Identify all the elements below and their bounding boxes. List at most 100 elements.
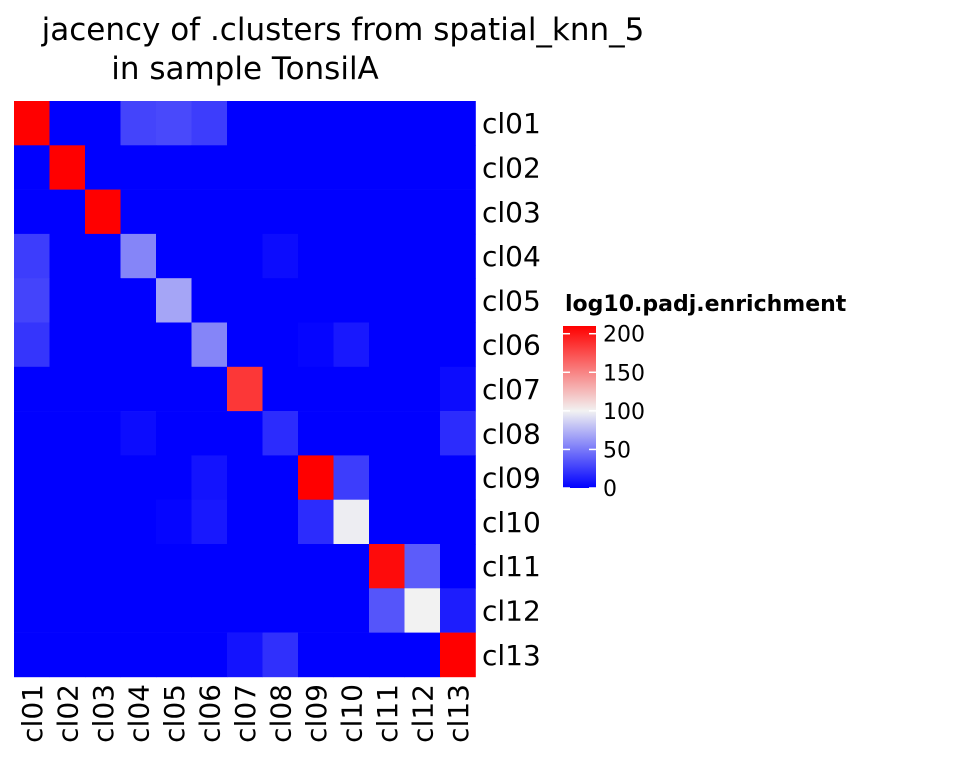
y-tick-label: cl07 — [482, 373, 541, 406]
heatmap-cell — [404, 322, 441, 368]
heatmap-cell — [156, 588, 192, 633]
heatmap-cell — [120, 455, 157, 500]
heatmap-cells — [14, 101, 476, 678]
y-tick-label: cl12 — [482, 594, 541, 627]
heatmap-cell — [440, 278, 476, 323]
heatmap-cell — [404, 233, 441, 279]
heatmap-cell — [369, 145, 405, 190]
heatmap-cell — [227, 233, 263, 279]
heatmap-cell — [49, 101, 86, 146]
heatmap-cell — [156, 455, 192, 500]
heatmap-cell — [440, 233, 476, 279]
heatmap-cell — [49, 588, 86, 633]
heatmap-cell — [333, 588, 370, 633]
heatmap-cell — [369, 189, 405, 235]
heatmap-cell — [49, 411, 86, 456]
heatmap-cell — [404, 499, 441, 545]
heatmap-cell — [227, 455, 263, 500]
chart-title: jacency of .clusters from spatial_knn_5 — [41, 12, 645, 48]
heatmap-cell — [404, 278, 441, 323]
heatmap-cell — [298, 101, 334, 146]
heatmap-cell — [49, 632, 86, 678]
heatmap-cell — [156, 632, 192, 678]
heatmap-cell — [191, 499, 228, 545]
heatmap-cell — [404, 189, 441, 235]
heatmap-cell — [191, 189, 228, 235]
heatmap-cell — [262, 233, 299, 279]
heatmap-cell — [369, 455, 405, 500]
heatmap-cell — [404, 544, 441, 589]
heatmap-cell — [369, 588, 405, 633]
heatmap-cell — [440, 411, 476, 456]
heatmap-cell — [120, 233, 157, 279]
heatmap-cell — [333, 322, 370, 368]
heatmap-cell — [85, 233, 121, 279]
heatmap-cell — [262, 145, 299, 190]
heatmap-cell — [120, 101, 157, 146]
legend-tick-label: 50 — [603, 438, 631, 463]
heatmap-cell — [227, 632, 263, 678]
x-tick-label: cl11 — [371, 684, 404, 743]
heatmap-cell — [14, 455, 50, 500]
heatmap-cell — [262, 322, 299, 368]
heatmap-cell — [191, 588, 228, 633]
heatmap-cell — [85, 366, 121, 412]
heatmap-cell — [440, 455, 476, 500]
heatmap-cell — [404, 366, 441, 412]
heatmap-cell — [156, 544, 192, 589]
heatmap-cell — [191, 233, 228, 279]
y-tick-label: cl10 — [482, 506, 541, 539]
heatmap-cell — [49, 366, 86, 412]
heatmap-cell — [298, 278, 334, 323]
heatmap-cell — [14, 411, 50, 456]
heatmap-cell — [156, 411, 192, 456]
legend-title: log10.padj.enrichment — [565, 292, 847, 317]
heatmap-cell — [14, 189, 50, 235]
heatmap-cell — [333, 499, 370, 545]
heatmap-cell — [404, 411, 441, 456]
x-tick-label: cl05 — [158, 684, 191, 743]
legend-tick-label: 0 — [603, 477, 617, 502]
heatmap-cell — [333, 455, 370, 500]
y-axis-ticks: cl01 cl02 cl03 cl04 cl05 cl06 cl07 cl08 cl09 cl10… — [482, 107, 541, 672]
x-tick-label: cl04 — [122, 684, 155, 743]
heatmap-cell — [120, 366, 157, 412]
heatmap-cell — [227, 366, 263, 412]
heatmap-cell — [262, 189, 299, 235]
heatmap-cell — [120, 544, 157, 589]
heatmap-cell — [49, 189, 86, 235]
y-tick-label: cl13 — [482, 639, 541, 672]
heatmap-cell — [333, 411, 370, 456]
heatmap-cell — [14, 499, 50, 545]
legend-ticks: 0 50 100 150 200 — [563, 323, 645, 502]
heatmap-cell — [227, 544, 263, 589]
heatmap-cell — [191, 455, 228, 500]
heatmap-cell — [369, 233, 405, 279]
heatmap-cell — [85, 499, 121, 545]
heatmap-cell — [49, 499, 86, 545]
legend-colorbar — [563, 326, 596, 488]
heatmap-cell — [191, 145, 228, 190]
x-axis-ticks: cl01 cl02 cl03 cl04 cl05 cl06 cl07 cl08 cl09 cl10… — [16, 684, 475, 743]
heatmap-cell — [262, 588, 299, 633]
heatmap-cell — [440, 145, 476, 190]
heatmap-cell — [262, 278, 299, 323]
heatmap-cell — [191, 366, 228, 412]
heatmap-cell — [262, 544, 299, 589]
heatmap-cell — [369, 101, 405, 146]
heatmap-cell — [156, 233, 192, 279]
heatmap-cell — [298, 145, 334, 190]
heatmap-cell — [333, 233, 370, 279]
heatmap-cell — [120, 145, 157, 190]
x-tick-label: cl06 — [193, 684, 226, 743]
heatmap-cell — [298, 366, 334, 412]
heatmap-cell — [14, 632, 50, 678]
heatmap-cell — [227, 499, 263, 545]
heatmap-cell — [298, 499, 334, 545]
heatmap-cell — [120, 189, 157, 235]
heatmap-cell — [120, 588, 157, 633]
heatmap-cell — [369, 499, 405, 545]
heatmap-cell — [191, 544, 228, 589]
heatmap-cell — [14, 322, 50, 368]
heatmap-cell — [333, 632, 370, 678]
